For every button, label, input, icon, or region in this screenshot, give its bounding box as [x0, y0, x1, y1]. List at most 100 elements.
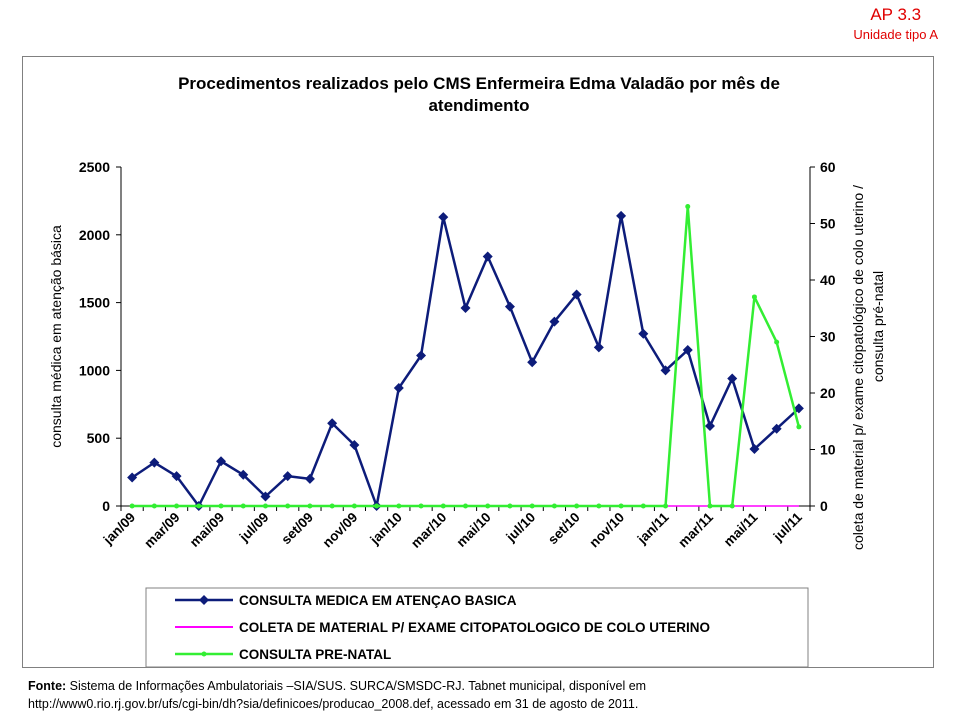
y-axis-left-title: consulta médica em atenção básica	[48, 225, 64, 448]
data-point	[129, 503, 135, 509]
data-point	[504, 301, 515, 312]
x-tick-label: nov/10	[586, 510, 627, 551]
x-tick-label: mai/09	[187, 510, 227, 550]
data-point	[216, 456, 227, 467]
data-point	[440, 503, 446, 509]
legend-item: COLETA DE MATERIAL P/ EXAME CITOPATOLOGI…	[175, 620, 710, 635]
data-point	[329, 503, 335, 509]
chart-title-line: atendimento	[428, 96, 529, 115]
y-axis-right-title: coleta de material p/ exame citopatológi…	[850, 185, 866, 550]
data-point	[640, 503, 646, 509]
data-point	[751, 294, 757, 300]
data-point	[749, 444, 760, 455]
line-chart: Procedimentos realizados pelo CMS Enferm…	[48, 74, 886, 668]
y-right-tick-label: 60	[820, 159, 836, 175]
y-left-tick-label: 2000	[79, 227, 110, 243]
x-tick-label: jan/10	[367, 510, 405, 548]
y-right-tick-label: 40	[820, 272, 836, 288]
legend-swatch-marker	[201, 651, 207, 657]
data-point	[729, 503, 735, 509]
data-point	[218, 503, 224, 509]
y-left-tick-label: 1500	[79, 295, 110, 311]
data-point	[374, 503, 380, 509]
data-point	[151, 503, 157, 509]
x-tick-label: mar/10	[408, 510, 449, 551]
y-left-tick-label: 1000	[79, 362, 110, 378]
data-point	[571, 289, 582, 300]
data-point	[593, 342, 604, 353]
data-point	[149, 457, 160, 468]
data-point	[285, 503, 291, 509]
data-point	[174, 503, 180, 509]
data-point	[127, 472, 138, 483]
series-0	[127, 210, 804, 511]
legend-label: COLETA DE MATERIAL P/ EXAME CITOPATOLOGI…	[239, 620, 710, 635]
data-point	[327, 418, 338, 429]
data-point	[682, 345, 693, 356]
source-line-2: http://www0.rio.rj.gov.br/ufs/cgi-bin/dh…	[28, 697, 639, 711]
chart-series	[127, 204, 804, 511]
data-point	[549, 316, 560, 327]
data-point	[774, 339, 780, 345]
x-tick-label: jan/11	[634, 509, 672, 547]
legend-item: CONSULTA MEDICA EM ATENÇAO BASICA	[175, 593, 517, 608]
y-right-tick-label: 10	[820, 442, 836, 458]
source-note: Fonte: Sistema de Informações Ambulatori…	[28, 677, 928, 713]
data-point	[793, 403, 804, 414]
data-point	[262, 503, 268, 509]
data-point	[663, 503, 669, 509]
data-point	[596, 503, 602, 509]
x-tick-label: mar/09	[141, 510, 182, 551]
badge-subtitle: Unidade tipo A	[853, 27, 938, 42]
data-point	[393, 383, 404, 394]
y-right-tick-label: 50	[820, 216, 836, 232]
data-point	[351, 503, 357, 509]
x-tick-label: jan/09	[100, 510, 138, 548]
x-tick-label: set/09	[278, 510, 316, 548]
data-point	[416, 350, 427, 361]
data-point	[485, 503, 491, 509]
y-left-tick-label: 500	[87, 430, 111, 446]
data-point	[238, 469, 249, 480]
x-tick-label: jul/10	[503, 510, 539, 546]
legend-label: CONSULTA MEDICA EM ATENÇAO BASICA	[239, 593, 517, 608]
data-point	[638, 328, 649, 339]
data-point	[529, 503, 535, 509]
data-point	[438, 212, 449, 223]
data-point	[660, 365, 671, 376]
data-point	[304, 473, 315, 484]
legend-swatch-marker	[199, 595, 209, 605]
data-point	[727, 373, 738, 384]
legend-box	[145, 587, 809, 668]
data-point	[796, 424, 802, 430]
data-point	[574, 503, 580, 509]
y-right-tick-label: 20	[820, 385, 836, 401]
data-point	[618, 503, 624, 509]
y-left-tick-label: 2500	[79, 159, 110, 175]
legend-label: CONSULTA PRE-NATAL	[239, 647, 391, 662]
data-point	[240, 503, 246, 509]
data-point	[527, 357, 538, 368]
x-tick-label: jul/11	[770, 509, 806, 545]
chart-title: Procedimentos realizados pelo CMS Enferm…	[178, 74, 780, 115]
data-point	[396, 503, 402, 509]
data-point	[260, 491, 271, 502]
data-point	[507, 503, 513, 509]
x-tick-label: mar/11	[675, 509, 716, 550]
data-point	[307, 503, 313, 509]
x-tick-label: mai/11	[721, 509, 761, 549]
source-line-1: Sistema de Informações Ambulatoriais –SI…	[69, 679, 647, 693]
data-point	[171, 471, 182, 482]
y-axis-right-title: consulta pré-natal	[870, 271, 886, 382]
data-point	[685, 204, 691, 210]
chart-legend: CONSULTA MEDICA EM ATENÇAO BASICA COLETA …	[145, 587, 809, 668]
source-label: Fonte:	[28, 679, 67, 693]
y-right-tick-label: 30	[820, 329, 836, 345]
data-point	[482, 251, 493, 262]
series-line	[132, 205, 801, 508]
legend-item: CONSULTA PRE-NATAL	[175, 647, 391, 662]
data-point	[349, 439, 360, 450]
data-point	[282, 471, 293, 482]
x-tick-label: jul/09	[236, 510, 272, 546]
